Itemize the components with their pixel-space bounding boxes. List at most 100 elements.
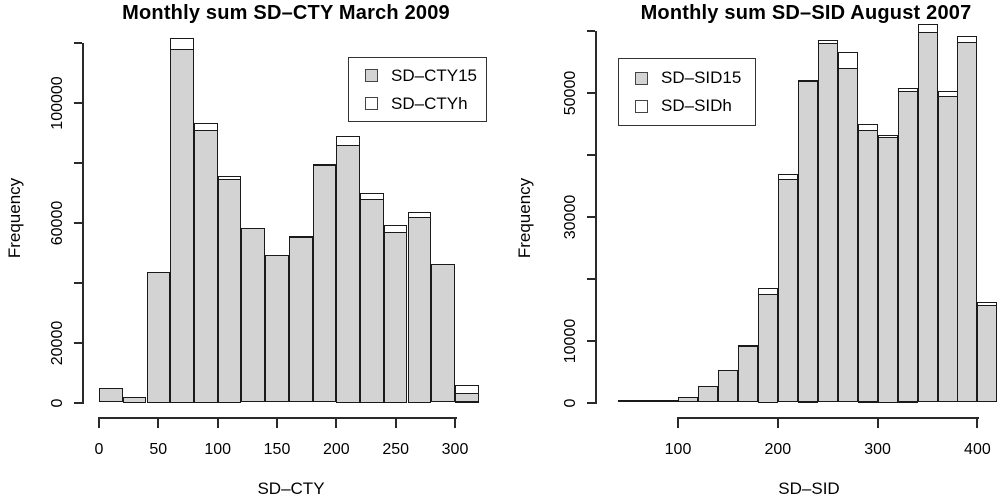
histogram-bar: [937, 95, 958, 403]
y-tick-label: 100000: [49, 75, 66, 130]
x-axis-tick: [276, 417, 278, 428]
y-axis-tick: [74, 161, 82, 164]
x-axis-tick: [157, 417, 160, 428]
histogram-bar: [241, 227, 266, 403]
x-tick-label: 150: [263, 441, 291, 458]
x-axis-tick: [98, 417, 100, 428]
x-tick-label: 0: [94, 441, 104, 458]
x-axis-tick: [876, 417, 879, 428]
y-tick-label: 50000: [562, 70, 579, 115]
x-axis-line: [678, 417, 980, 419]
histogram-bar: [288, 236, 313, 403]
y-axis-tick: [587, 29, 595, 32]
histogram-bar: [336, 144, 360, 403]
legend-swatch-gray: [635, 71, 648, 85]
histogram-bar: [618, 400, 639, 403]
histogram-bar: [360, 198, 384, 403]
histogram-bar: [737, 346, 758, 403]
histogram-bar: [837, 68, 858, 403]
x-tick-label: 300: [864, 441, 891, 458]
y-axis-tick: [587, 339, 595, 342]
histogram-bar: [407, 216, 432, 403]
y-axis-tick: [587, 91, 595, 94]
legend-left: SD–CTY15 SD–CTYh: [348, 57, 487, 122]
x-tick-label: 100: [204, 441, 232, 458]
histogram-bar: [122, 396, 147, 403]
histogram-bar: [977, 305, 998, 403]
y-axis-tick: [74, 401, 82, 404]
x-tick-label: 300: [441, 441, 469, 458]
histogram-bar: [957, 42, 978, 403]
y-axis-tick: [74, 41, 82, 44]
legend-label: SD–SIDh: [661, 96, 732, 115]
legend-label: SD–CTY15: [391, 65, 477, 85]
x-axis-label-left: SD–CTY: [257, 479, 325, 498]
x-tick-label: 200: [322, 441, 350, 458]
legend-entry: SD–CTYh: [365, 94, 486, 114]
x-tick-label: 200: [764, 441, 792, 458]
x-axis-tick: [976, 417, 979, 428]
y-tick-label: 20000: [49, 320, 66, 365]
y-tick-label: 0: [562, 398, 579, 407]
chart-title-right: Monthly sum SD–SID August 2007: [640, 2, 972, 24]
legend-entry: SD–SIDh: [635, 96, 755, 116]
legend-label: SD–CTYh: [391, 93, 468, 113]
y-axis-tick: [587, 401, 595, 404]
x-axis-tick: [216, 417, 219, 428]
y-axis-tick: [74, 341, 82, 344]
x-axis-tick: [335, 417, 338, 428]
x-tick-label: 50: [149, 441, 168, 458]
histogram-bar: [717, 370, 738, 403]
histogram-bar: [757, 294, 778, 403]
legend-entry: SD–SID15: [635, 68, 755, 88]
histogram-bar: [678, 396, 698, 403]
histogram-bar: [217, 179, 242, 403]
histogram-bar: [383, 231, 408, 403]
y-axis-line: [595, 30, 597, 404]
histogram-bar: [817, 42, 838, 403]
histogram-bar: [99, 387, 123, 403]
histogram-bar: [777, 179, 798, 403]
x-axis-label-right: SD–SID: [778, 479, 840, 498]
legend-swatch-gray: [365, 69, 378, 82]
y-tick-label: 60000: [49, 200, 66, 245]
legend-right: SD–SID15 SD–SIDh: [618, 58, 756, 126]
histogram-bar: [455, 392, 479, 403]
histogram-bar: [698, 386, 718, 403]
chart-title-left: Monthly sum SD–CTY March 2009: [122, 2, 450, 24]
y-axis-tick: [587, 277, 595, 280]
legend-swatch-white: [365, 97, 378, 110]
y-tick-label: 10000: [562, 318, 579, 363]
x-tick-label: 250: [382, 441, 410, 458]
histogram-bar: [193, 129, 218, 403]
y-tick-label: 30000: [562, 194, 579, 239]
histogram-bar: [877, 136, 898, 403]
legend-label: SD–SID15: [661, 68, 742, 87]
y-tick-label: 0: [49, 398, 66, 407]
histogram-bar: [658, 399, 678, 403]
y-axis-tick: [587, 153, 595, 156]
x-axis-tick: [776, 417, 779, 428]
histogram-bar: [170, 48, 194, 403]
y-axis-tick: [74, 221, 82, 224]
histogram-bar: [431, 263, 455, 403]
x-axis-tick: [677, 417, 679, 428]
x-axis-line: [99, 417, 457, 419]
x-axis-tick: [454, 417, 456, 428]
x-tick-label: 400: [964, 441, 991, 458]
y-axis-line: [82, 42, 84, 404]
legend-entry: SD–CTY15: [365, 66, 486, 86]
histogram-bar: [265, 254, 289, 403]
y-axis-tick: [587, 215, 595, 218]
x-tick-label: 100: [664, 441, 692, 458]
histogram-bar: [638, 400, 659, 403]
y-axis-tick: [74, 101, 82, 104]
histogram-bar: [917, 31, 938, 403]
histogram-bar: [857, 130, 878, 403]
histogram-bar: [312, 164, 337, 403]
y-axis-tick: [74, 281, 82, 284]
histogram-bar: [897, 90, 918, 403]
histogram-bar: [146, 272, 171, 403]
